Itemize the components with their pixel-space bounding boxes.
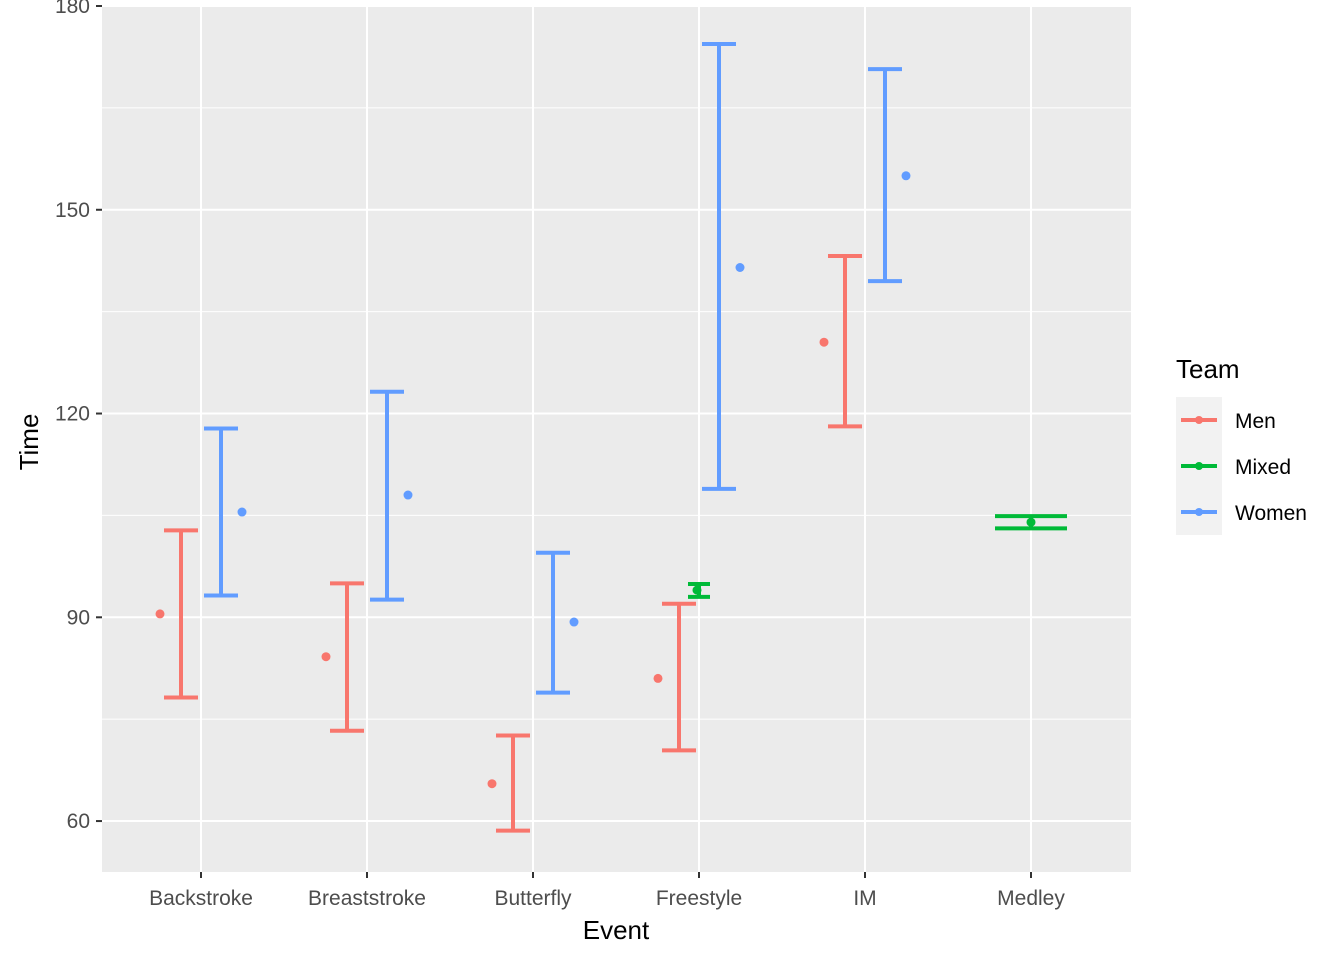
errorbar-women	[536, 550, 570, 695]
y-tick-label: 150	[55, 199, 90, 222]
legend-key-point-women	[1195, 508, 1203, 516]
mean-point-women	[403, 490, 413, 500]
x-tick-label: Butterfly	[494, 887, 572, 910]
errorbar-men	[164, 528, 198, 700]
mean-point-men	[819, 337, 829, 347]
x-tick-label: Medley	[997, 887, 1065, 910]
errorbar-women	[370, 389, 404, 602]
legend-label-men: Men	[1235, 410, 1276, 433]
mean-point-women	[569, 617, 579, 627]
legend-keys: Men Mixed Women	[1176, 397, 1307, 535]
errorbar-women	[204, 426, 238, 598]
mean-point-men	[653, 673, 663, 683]
y-axis: 60 90 120 150 180	[55, 0, 102, 833]
minor-gridlines	[102, 107, 1131, 720]
mean-point-women	[237, 507, 247, 517]
mean-point-men	[155, 609, 165, 619]
x-tick-label: Backstroke	[149, 887, 253, 910]
mean-points	[155, 171, 1036, 789]
x-axis: Backstroke Breaststroke Butterfly Freestyle…	[149, 872, 1065, 910]
errorbar-women	[702, 42, 736, 491]
y-axis-title: Time	[14, 414, 44, 471]
x-tick-label: Freestyle	[656, 887, 742, 910]
errorbar-men	[662, 601, 696, 753]
errorbar-men	[496, 733, 530, 833]
mean-point-mixed	[692, 585, 702, 595]
x-tick-label: IM	[853, 887, 876, 910]
x-axis-title: Event	[583, 915, 650, 945]
x-tick-label: Breaststroke	[308, 887, 426, 910]
plot-panel	[102, 6, 1131, 872]
legend-key-point-men	[1195, 416, 1203, 424]
errorbar-women	[868, 67, 902, 284]
y-tick-label: 90	[67, 606, 90, 629]
errorbar-men	[828, 253, 862, 429]
legend-title: Team	[1176, 354, 1240, 384]
y-tick-label: 120	[55, 403, 90, 426]
major-gridlines	[102, 5, 1131, 872]
mean-point-mixed	[1026, 517, 1036, 527]
legend-label-women: Women	[1235, 502, 1307, 525]
errorbar-men	[330, 581, 364, 733]
mean-point-men	[321, 652, 331, 662]
legend-label-mixed: Mixed	[1235, 456, 1291, 479]
y-tick-label: 180	[55, 0, 90, 18]
mean-point-women	[735, 262, 745, 272]
legend: Team Men Mixed Women	[1176, 354, 1307, 535]
mean-point-women	[901, 171, 911, 181]
mean-point-men	[487, 779, 497, 789]
y-tick-label: 60	[67, 810, 90, 833]
error-bars	[164, 42, 1067, 833]
legend-key-point-mixed	[1195, 462, 1203, 470]
